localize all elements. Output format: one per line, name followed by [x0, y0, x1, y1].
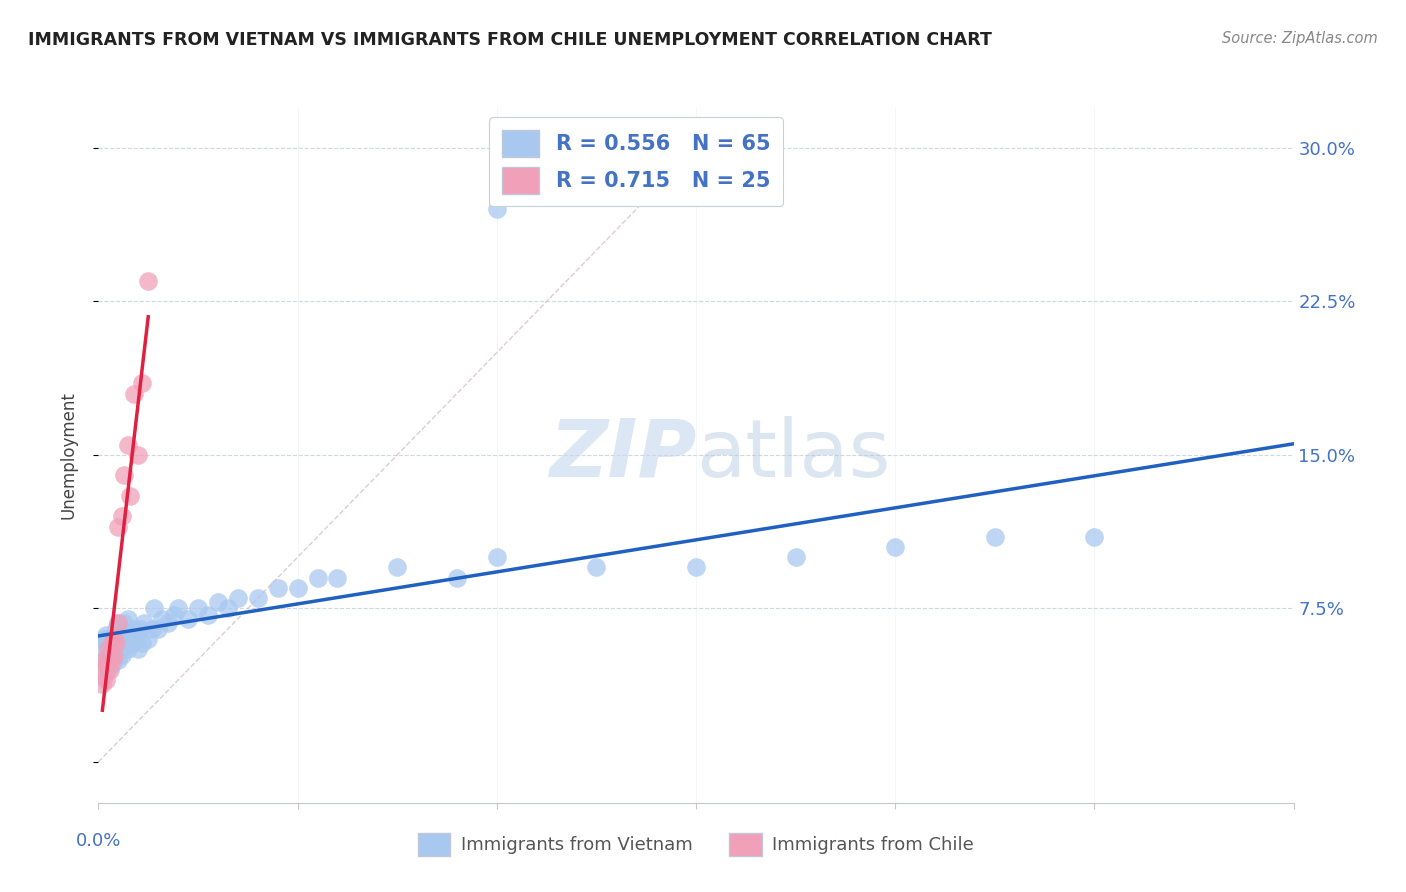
Point: [143, 601, 166, 615]
Point: [117, 642, 139, 657]
Point: [1083, 530, 1105, 544]
Point: [217, 601, 239, 615]
Point: [107, 519, 129, 533]
Point: [100, 636, 122, 650]
Point: [129, 622, 152, 636]
Point: [150, 612, 173, 626]
Text: IMMIGRANTS FROM VIETNAM VS IMMIGRANTS FROM CHILE UNEMPLOYMENT CORRELATION CHART: IMMIGRANTS FROM VIETNAM VS IMMIGRANTS FR…: [28, 31, 993, 49]
Point: [246, 591, 269, 606]
Point: [101, 636, 124, 650]
Point: [267, 581, 290, 595]
Point: [131, 376, 153, 391]
Point: [446, 571, 468, 585]
Point: [91, 663, 114, 677]
Point: [585, 560, 607, 574]
Point: [124, 622, 146, 636]
Point: [136, 274, 159, 288]
Point: [177, 612, 200, 626]
Point: [127, 448, 149, 462]
Point: [105, 636, 128, 650]
Point: [127, 642, 149, 657]
Legend: Immigrants from Vietnam, Immigrants from Chile: Immigrants from Vietnam, Immigrants from…: [411, 826, 981, 863]
Point: [110, 642, 132, 657]
Point: [96, 673, 118, 687]
Point: [97, 632, 120, 646]
Point: [107, 652, 129, 666]
Point: [100, 648, 122, 663]
Point: [101, 642, 124, 657]
Point: [93, 652, 115, 666]
Point: [96, 628, 118, 642]
Point: [287, 581, 309, 595]
Point: [207, 595, 229, 609]
Point: [884, 540, 907, 554]
Point: [97, 657, 120, 671]
Point: [105, 622, 128, 636]
Point: [134, 615, 156, 630]
Point: [136, 632, 159, 646]
Y-axis label: Unemployment: Unemployment: [59, 391, 77, 519]
Point: [157, 615, 180, 630]
Point: [148, 622, 170, 636]
Point: [685, 560, 707, 574]
Text: ZIP: ZIP: [548, 416, 696, 494]
Point: [197, 607, 219, 622]
Point: [103, 648, 125, 663]
Point: [103, 652, 125, 666]
Point: [120, 628, 142, 642]
Point: [112, 615, 135, 630]
Point: [187, 601, 209, 615]
Point: [97, 642, 120, 657]
Point: [326, 571, 349, 585]
Point: [96, 636, 118, 650]
Point: [120, 489, 142, 503]
Point: [112, 636, 135, 650]
Point: [112, 468, 135, 483]
Point: [141, 622, 163, 636]
Point: [485, 202, 508, 217]
Point: [103, 632, 125, 646]
Point: [97, 642, 120, 657]
Point: [111, 628, 134, 642]
Point: [115, 632, 138, 646]
Point: [101, 652, 124, 666]
Point: [124, 386, 146, 401]
Point: [121, 636, 143, 650]
Point: [125, 632, 148, 646]
Point: [307, 571, 329, 585]
Point: [110, 622, 132, 636]
Text: Source: ZipAtlas.com: Source: ZipAtlas.com: [1222, 31, 1378, 46]
Point: [485, 550, 508, 565]
Point: [107, 615, 129, 630]
Point: [226, 591, 249, 606]
Point: [984, 530, 1007, 544]
Point: [163, 607, 186, 622]
Point: [107, 636, 129, 650]
Point: [785, 550, 807, 565]
Point: [96, 657, 118, 671]
Point: [101, 657, 124, 671]
Text: 0.0%: 0.0%: [76, 832, 121, 850]
Text: atlas: atlas: [696, 416, 890, 494]
Point: [93, 632, 115, 646]
Point: [111, 509, 134, 524]
Point: [93, 652, 115, 666]
Point: [93, 669, 115, 683]
Point: [91, 677, 114, 691]
Point: [100, 648, 122, 663]
Point: [385, 560, 409, 574]
Point: [107, 615, 129, 630]
Point: [167, 601, 190, 615]
Point: [91, 642, 114, 657]
Point: [105, 642, 128, 657]
Point: [131, 636, 153, 650]
Point: [117, 612, 139, 626]
Point: [103, 632, 125, 646]
Point: [100, 663, 122, 677]
Point: [111, 648, 134, 663]
Point: [117, 438, 139, 452]
Point: [97, 663, 120, 677]
